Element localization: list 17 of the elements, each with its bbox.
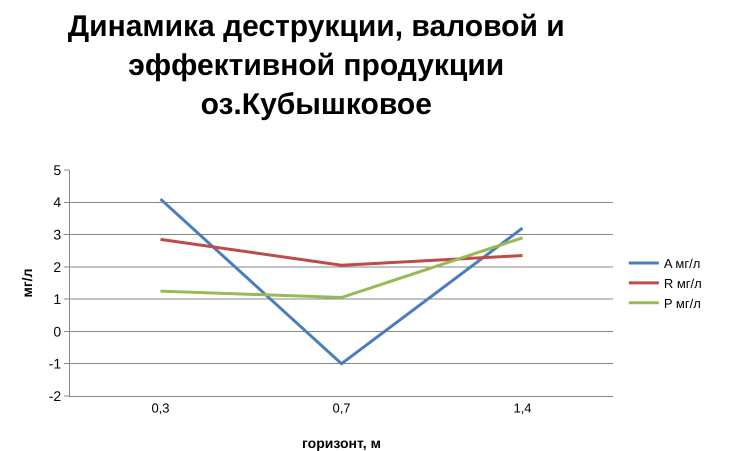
- y-tick-label: 5: [53, 162, 62, 178]
- x-tick-label: 0,7: [332, 400, 351, 416]
- legend-label: P мг/л: [664, 296, 701, 311]
- y-tick-label: -1: [48, 356, 62, 372]
- x-tick-label: 0,3: [151, 400, 170, 416]
- y-tick-label: 2: [53, 258, 62, 275]
- x-axis-title: горизонт, м: [302, 435, 381, 451]
- y-tick-label: 0: [53, 323, 62, 340]
- legend-label: R мг/л: [664, 276, 702, 291]
- y-axis-title: мг/л: [19, 268, 35, 298]
- y-tick-label: -2: [48, 388, 62, 404]
- y-tick-label: 3: [53, 226, 62, 242]
- y-tick-label: 4: [53, 194, 62, 210]
- y-tick-label: 1: [53, 291, 62, 308]
- legend-label: A мг/л: [664, 256, 700, 272]
- chart-title: Динамика деструкции, валовой и эффективной продукции оз.Кубышковое: [68, 10, 565, 122]
- x-tick-label: 1,4: [513, 400, 532, 416]
